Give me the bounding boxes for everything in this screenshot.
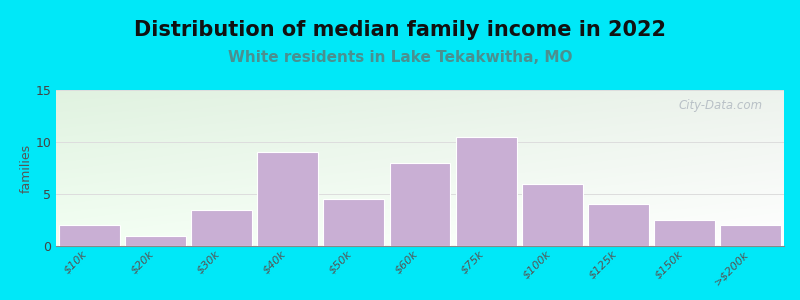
Bar [125,236,186,246]
Text: City-Data.com: City-Data.com [678,99,762,112]
Bar [58,225,119,246]
Bar [257,152,318,246]
Bar [522,184,583,246]
Text: White residents in Lake Tekakwitha, MO: White residents in Lake Tekakwitha, MO [228,50,572,64]
Bar [323,199,384,246]
Bar [588,204,649,246]
Bar [721,225,782,246]
Y-axis label: families: families [19,143,33,193]
Bar [654,220,715,246]
Bar [456,137,517,246]
Bar [191,210,252,246]
Text: Distribution of median family income in 2022: Distribution of median family income in … [134,20,666,40]
Bar [390,163,450,246]
